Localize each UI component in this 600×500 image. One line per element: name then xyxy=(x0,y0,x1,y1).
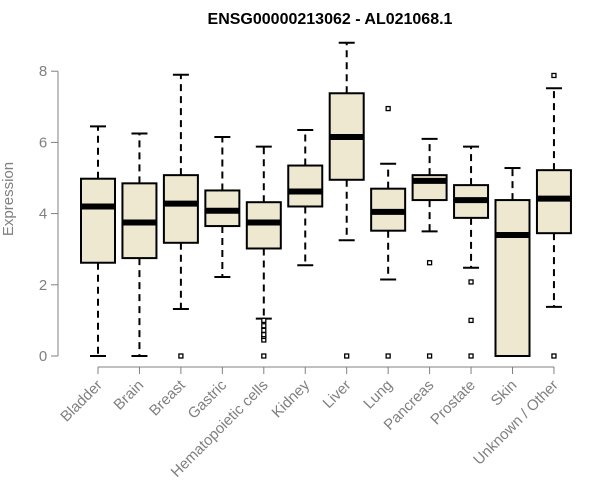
outlier-point xyxy=(261,317,267,324)
outlier-point xyxy=(385,105,391,112)
box-skin xyxy=(494,167,531,357)
x-tick-label: Breast xyxy=(146,376,189,419)
outlier-point xyxy=(261,353,267,359)
outlier-point xyxy=(261,327,267,334)
box-unknown-other xyxy=(535,72,572,359)
outlier-point xyxy=(426,353,433,359)
y-axis-label: Expression xyxy=(0,162,17,236)
outlier-point xyxy=(468,279,474,285)
y-tick-label: 0 xyxy=(39,348,47,365)
box-body xyxy=(494,199,531,357)
x-tick-label: Kidney xyxy=(269,376,314,421)
outlier-point xyxy=(261,331,267,338)
x-tick-label: Liver xyxy=(320,377,355,412)
box-body xyxy=(287,164,324,208)
chart-title: ENSG00000213062 - AL021068.1 xyxy=(208,11,453,28)
box-liver xyxy=(328,41,365,359)
y-tick-label: 6 xyxy=(39,134,47,151)
x-tick-label: Skin xyxy=(488,377,521,410)
box-bladder xyxy=(80,125,116,357)
y-tick-label: 4 xyxy=(39,206,47,223)
outlier-point xyxy=(178,353,184,359)
box-kidney xyxy=(287,128,324,267)
y-tick-label: 8 xyxy=(39,63,47,80)
outlier-point xyxy=(261,323,267,329)
outlier-point xyxy=(468,353,474,359)
box-prostate xyxy=(453,145,490,359)
box-body xyxy=(80,177,116,264)
box-pancreas xyxy=(411,137,448,359)
x-tick-label: Bladder xyxy=(57,377,106,426)
outlier-point xyxy=(426,260,433,266)
box-breast xyxy=(162,73,199,359)
box-body xyxy=(535,169,572,235)
box-brain xyxy=(121,132,158,357)
outlier-point xyxy=(551,72,557,79)
outlier-point xyxy=(344,353,350,359)
outlier-point xyxy=(468,317,474,324)
box-body xyxy=(162,174,199,244)
box-gastric xyxy=(204,136,241,278)
x-tick-label: Prostate xyxy=(427,377,479,429)
y-tick-label: 2 xyxy=(39,277,47,294)
outlier-point xyxy=(385,353,391,359)
outlier-point xyxy=(551,353,557,359)
box-hematopoietic-cells xyxy=(245,145,282,359)
x-tick-label: Lung xyxy=(360,377,396,413)
y-axis: 0 2 4 6 8 xyxy=(39,63,59,365)
x-tick-label: Brain xyxy=(110,377,147,414)
box-lung xyxy=(370,105,407,359)
box-group xyxy=(80,41,572,359)
